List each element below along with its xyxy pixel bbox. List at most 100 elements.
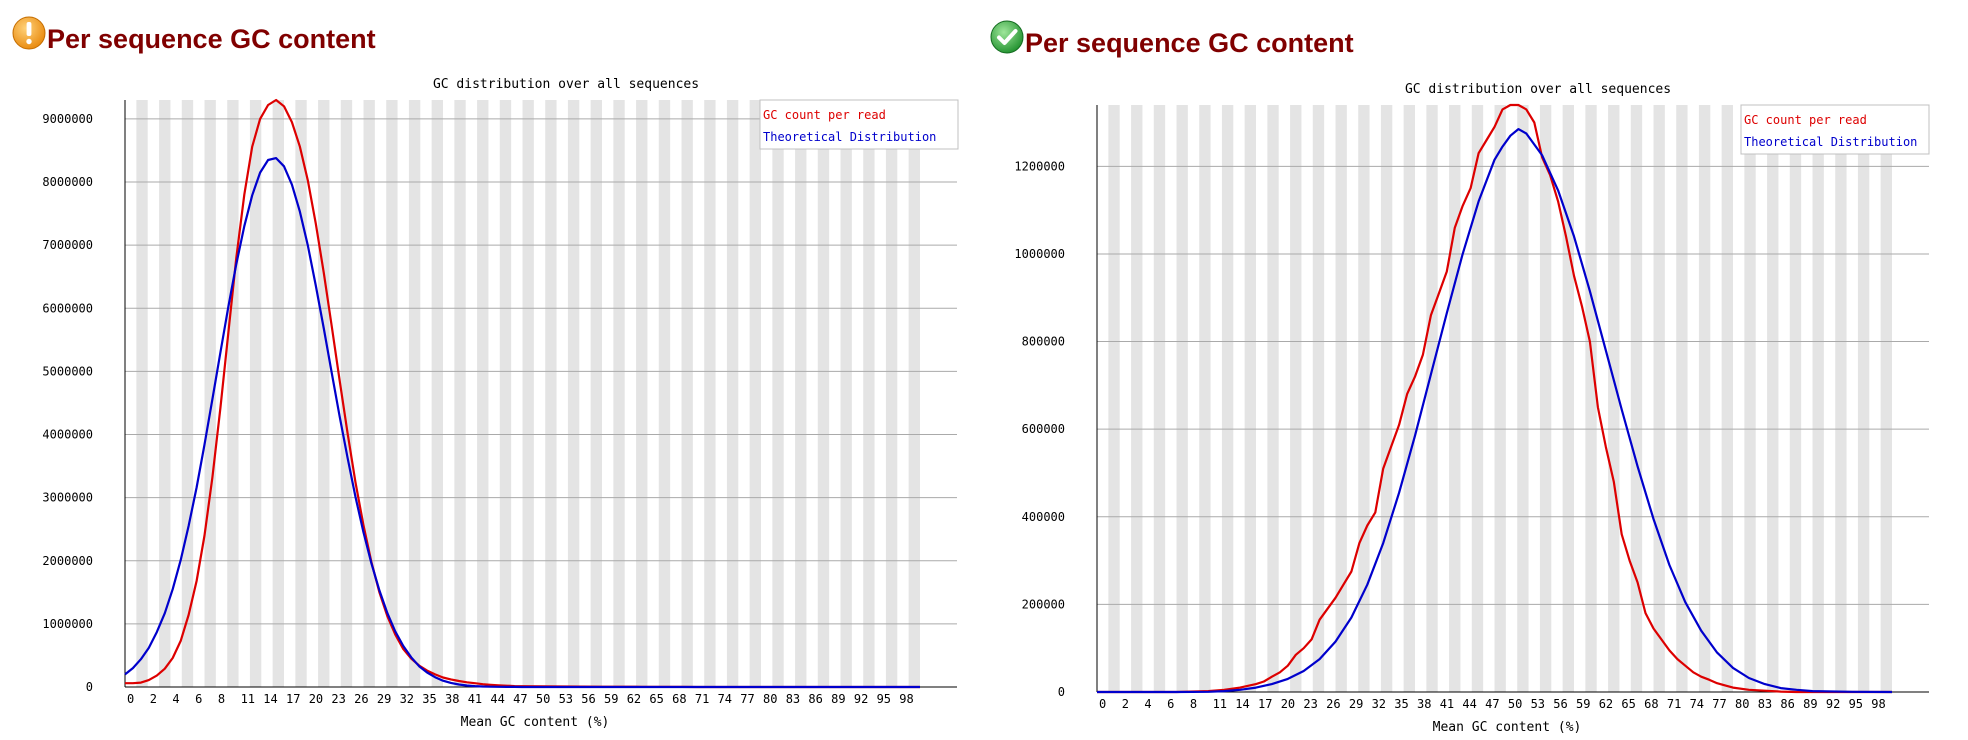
x-tick-label: 35 — [1394, 697, 1408, 711]
y-tick-label: 400000 — [1022, 510, 1065, 524]
x-tick-label: 2 — [1122, 697, 1129, 711]
plot-stripe — [1698, 105, 1711, 692]
plot-stripe — [1857, 105, 1870, 692]
x-tick-label: 14 — [263, 692, 277, 706]
plot-stripe — [1335, 105, 1347, 692]
x-tick-label: 47 — [513, 692, 527, 706]
plot-stripe — [295, 100, 307, 687]
x-tick-label: 17 — [1258, 697, 1272, 711]
plot-stripe — [636, 100, 648, 687]
plot-stripe — [227, 100, 239, 687]
x-tick-label: 86 — [1780, 697, 1794, 711]
plot-stripe — [1290, 105, 1302, 692]
x-tick-label: 89 — [831, 692, 845, 706]
plot-stripe — [1653, 105, 1665, 692]
plot-stripe — [1789, 105, 1802, 692]
y-tick-label: 5000000 — [42, 364, 93, 378]
y-tick-label: 800000 — [1022, 335, 1065, 349]
x-tick-label: 98 — [899, 692, 913, 706]
plot-stripe — [1539, 105, 1552, 692]
plot-stripe — [817, 100, 830, 687]
plot-stripe — [1835, 105, 1847, 692]
legend-entry: Theoretical Distribution — [763, 130, 936, 144]
gc-chart-left: 0 1000000 2000000 3000000 4000000 5000000 6000… — [42, 77, 959, 730]
x-tick-label: 23 — [331, 692, 345, 706]
x-tick-label: 26 — [354, 692, 368, 706]
x-tick-label: 41 — [468, 692, 482, 706]
x-tick-label: 44 — [490, 692, 504, 706]
plot-stripe — [318, 100, 330, 687]
plot-stripe — [1108, 105, 1120, 692]
y-tick-label: 0 — [1058, 685, 1065, 699]
plot-stripe — [1744, 105, 1756, 692]
y-tick-label: 3000000 — [42, 491, 93, 505]
x-tick-label: 86 — [808, 692, 822, 706]
x-tick-label: 23 — [1303, 697, 1317, 711]
plot-stripe — [1812, 105, 1824, 692]
x-tick-label: 11 — [241, 692, 255, 706]
panel-title: Per sequence GC content — [47, 24, 376, 54]
plot-stripe — [136, 100, 148, 687]
plot-stripe — [1676, 105, 1688, 692]
x-tick-label: 59 — [604, 692, 618, 706]
x-tick-label: 17 — [286, 692, 300, 706]
chart-title: GC distribution over all sequences — [1405, 82, 1671, 97]
plot-stripe — [1562, 105, 1574, 692]
x-tick-label: 29 — [1349, 697, 1363, 711]
y-tick-label: 2000000 — [42, 554, 93, 568]
plot-stripe — [204, 100, 216, 687]
x-tick-label: 0 — [127, 692, 134, 706]
x-tick-label: 50 — [536, 692, 550, 706]
x-tick-label: 89 — [1803, 697, 1817, 711]
y-tick-label: 0 — [86, 680, 93, 694]
x-tick-label: 95 — [877, 692, 891, 706]
legend: GC count per read Theoretical Distributio… — [1740, 104, 1930, 155]
x-tick-label: 62 — [627, 692, 641, 706]
x-tick-label: 29 — [377, 692, 391, 706]
plot-stripe — [658, 100, 671, 687]
plot-stripe — [726, 100, 739, 687]
plot-stripe — [863, 100, 875, 687]
x-tick-label: 83 — [786, 692, 800, 706]
plot-stripe — [840, 100, 852, 687]
x-tick-label: 56 — [1553, 697, 1567, 711]
plot-stripe — [1767, 105, 1779, 692]
y-tick-label: 7000000 — [42, 238, 93, 252]
legend: GC count per read Theoretical Distributio… — [759, 99, 959, 150]
y-tick-label: 600000 — [1022, 422, 1065, 436]
legend-box — [759, 99, 959, 150]
plot-stripe — [613, 100, 625, 687]
plot-stripe — [454, 100, 466, 687]
panel-left: Per sequence GC content 0 1000000 2000000 3… — [12, 16, 959, 730]
legend-entry: GC count per read — [763, 108, 886, 122]
plot-stripe — [772, 100, 784, 687]
plot-stripe — [1221, 105, 1234, 692]
x-tick-label: 92 — [854, 692, 868, 706]
y-tick-label: 1000000 — [1014, 247, 1065, 261]
plot-stripes — [136, 100, 920, 687]
plot-stripe — [477, 100, 489, 687]
plot-stripe — [1153, 105, 1166, 692]
x-tick-label: 32 — [1372, 697, 1386, 711]
series-theoretical-line — [1097, 128, 1893, 694]
plot-stripe — [590, 100, 602, 687]
plot-stripe — [1585, 105, 1597, 692]
x-tick-label: 68 — [672, 692, 686, 706]
plot-stripe — [408, 100, 421, 687]
chart-title: GC distribution over all sequences — [433, 77, 699, 92]
plot-stripe — [1403, 105, 1415, 692]
x-tick-label: 6 — [195, 692, 202, 706]
plot-stripe — [499, 100, 512, 687]
x-tick-label: 77 — [1712, 697, 1726, 711]
x-tick-label: 77 — [740, 692, 754, 706]
x-tick-label: 71 — [1667, 697, 1681, 711]
x-tick-label: 80 — [763, 692, 777, 706]
panel-title: Per sequence GC content — [1025, 28, 1354, 58]
x-axis-label: Mean GC content (%) — [461, 715, 610, 730]
x-tick-label: 56 — [581, 692, 595, 706]
plot-stripe — [1131, 105, 1143, 692]
pass-icon — [990, 20, 1024, 53]
series-gc-count-line — [1097, 103, 1892, 694]
x-tick-label: 95 — [1849, 697, 1863, 711]
x-tick-label: 47 — [1485, 697, 1499, 711]
